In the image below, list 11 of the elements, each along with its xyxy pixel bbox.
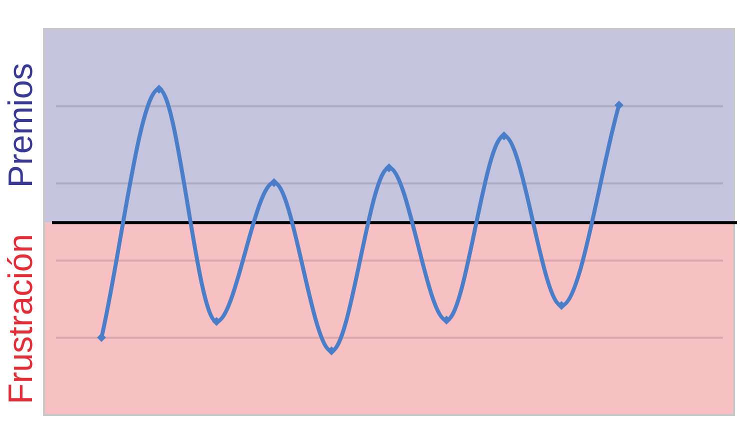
point — [557, 300, 566, 310]
band-label: Premios — [2, 63, 40, 188]
point — [500, 131, 508, 140]
band-label: Frustración — [2, 234, 40, 404]
point — [154, 84, 164, 94]
point — [442, 316, 451, 325]
point — [97, 333, 106, 342]
point — [327, 346, 336, 356]
point — [384, 163, 394, 172]
point — [212, 317, 221, 326]
point — [270, 178, 278, 188]
